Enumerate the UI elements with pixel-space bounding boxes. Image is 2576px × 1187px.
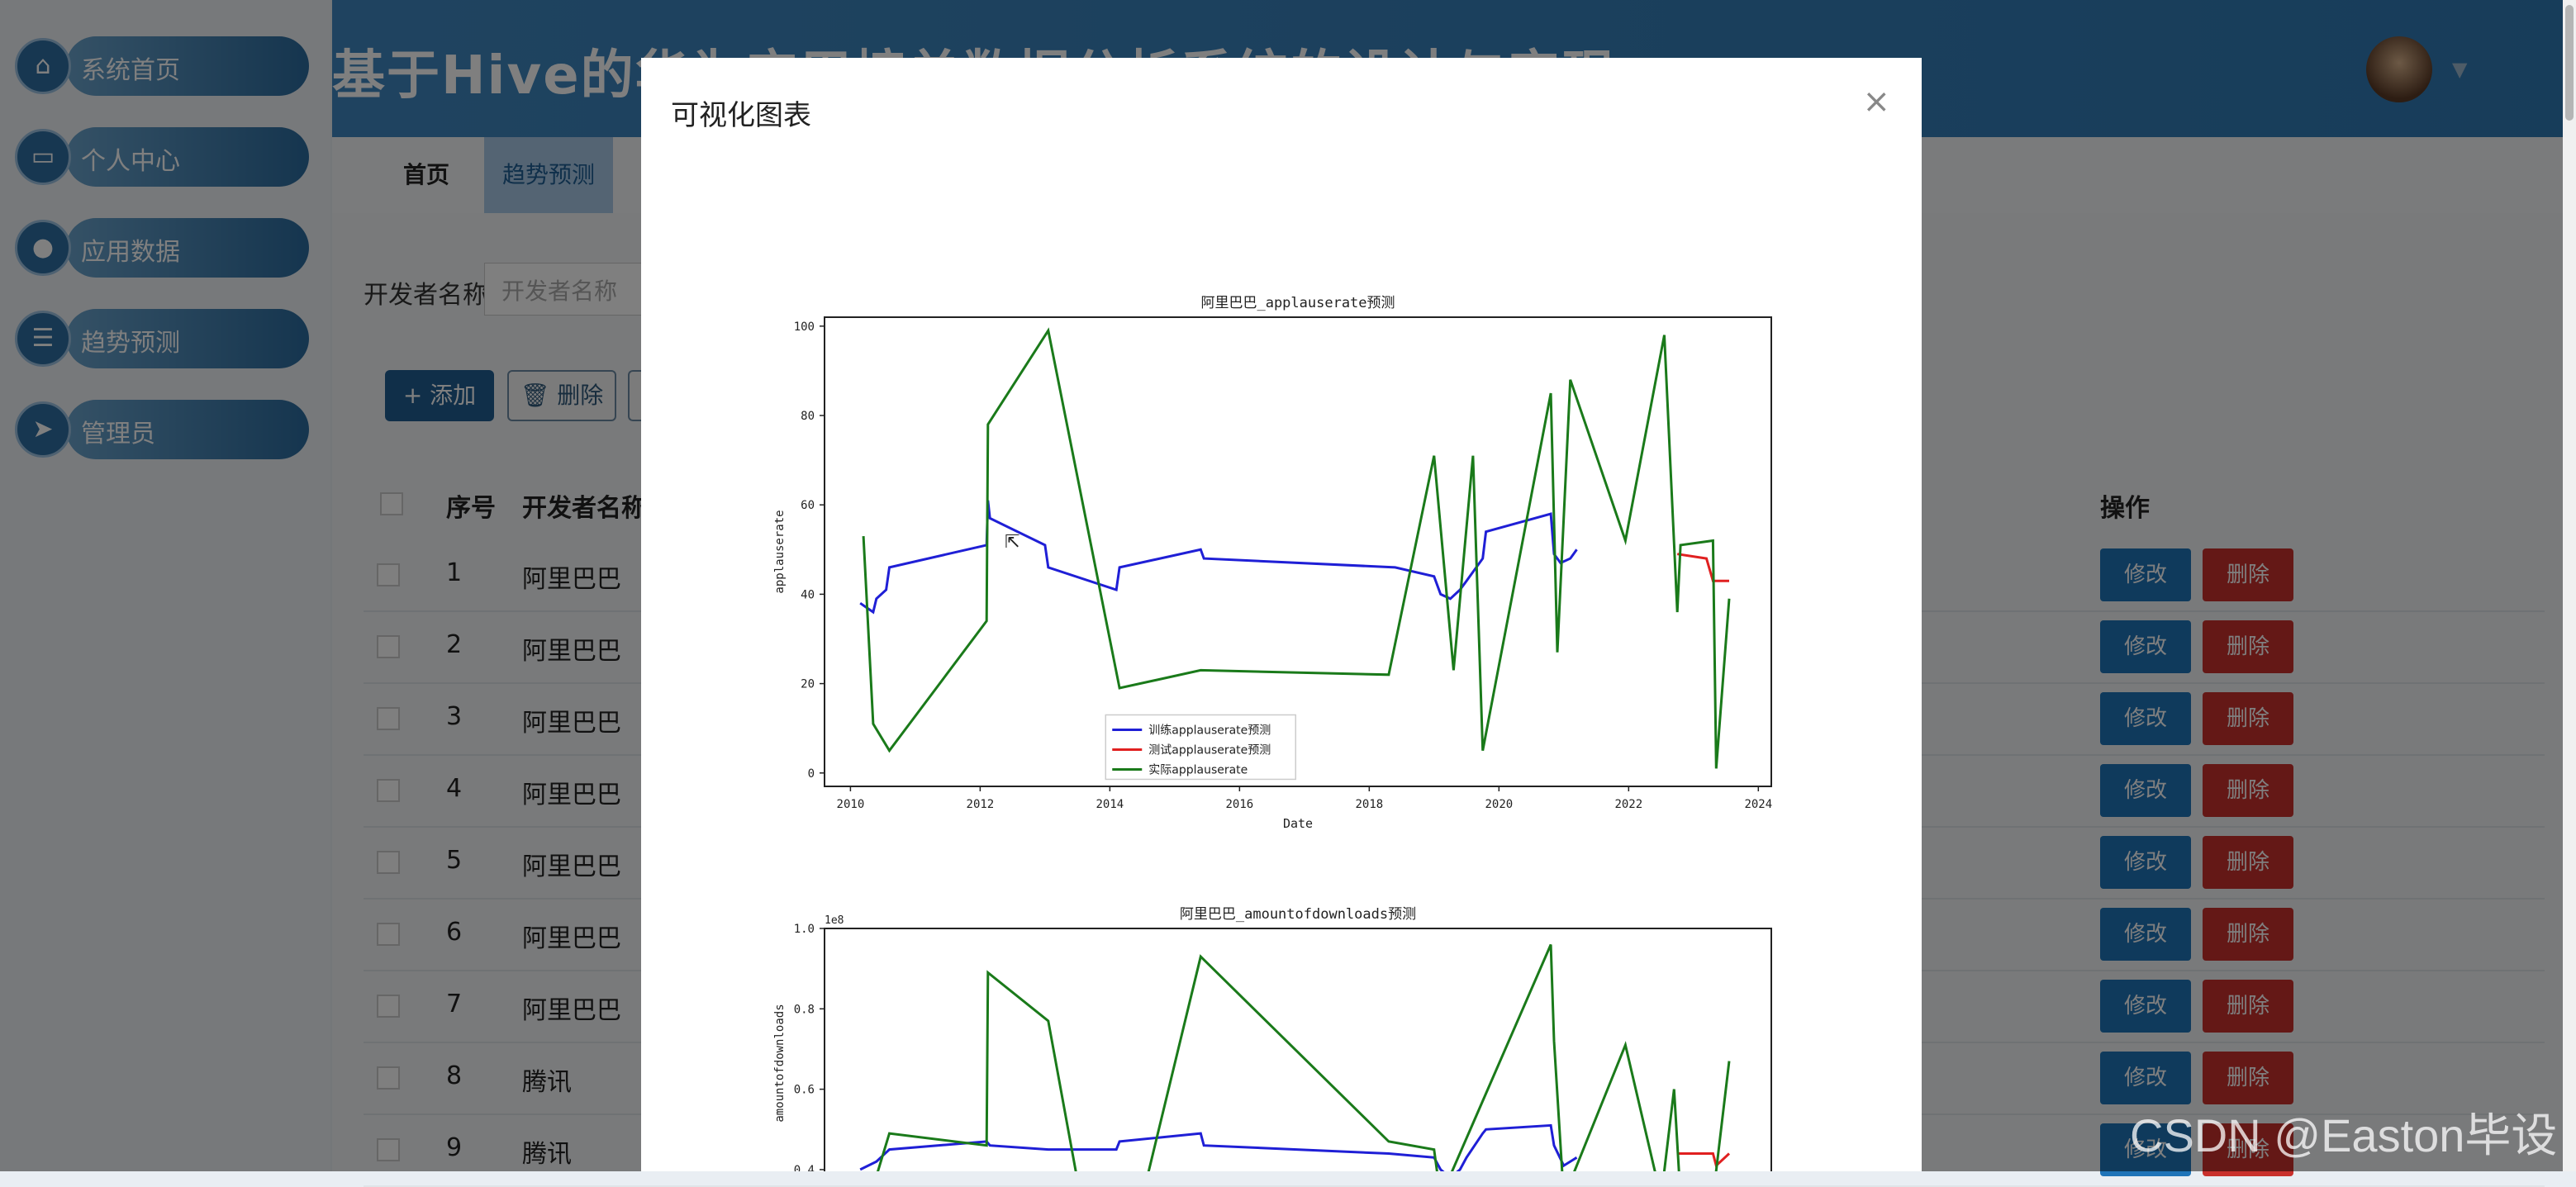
y-tick-label: 1.0 — [794, 923, 815, 936]
modal-title: 可视化图表 — [671, 99, 811, 132]
legend-label: 实际applauserate — [1148, 763, 1248, 776]
series-line-actual — [877, 943, 1731, 1171]
chart-modal: 可视化图表 × 阿里巴巴_applauserate预测 0 20 40 60 80 100 2… — [641, 58, 1922, 1171]
y-tick-label: 0.8 — [794, 1003, 815, 1016]
legend-label: 训练applauserate预测 — [1148, 724, 1271, 737]
series-line-test — [1677, 1152, 1731, 1168]
page-scrollbar[interactable] — [2563, 0, 2576, 1171]
watermark: CSDN @Easton毕设 — [2130, 1109, 2558, 1161]
series-line-train — [859, 500, 1578, 615]
plot-frame — [824, 316, 1772, 787]
x-tick-label: 2010 — [837, 798, 865, 811]
x-tick-label: 2022 — [1614, 798, 1642, 811]
y-tick-label: 80 — [801, 410, 815, 423]
y-scale-note: 1e8 — [825, 914, 844, 927]
x-tick-label: 2016 — [1225, 798, 1253, 811]
y-tick-label: 0 — [808, 767, 815, 781]
x-axis-label: Date — [1283, 816, 1313, 831]
y-axis-label: applauserate — [773, 510, 787, 593]
y-axis-label: amountofdownloads — [773, 1004, 787, 1122]
mouse-cursor: ⇱ — [1005, 532, 1020, 553]
y-tick-label: 20 — [801, 678, 815, 691]
chart-title: 阿里巴巴_applauserate预测 — [1200, 295, 1395, 311]
y-tick-label: 100 — [794, 320, 815, 334]
applauserate-chart: 阿里巴巴_applauserate预测 0 20 40 60 80 100 2010 2012 2… — [773, 295, 1772, 831]
y-tick-label: 40 — [801, 588, 815, 601]
x-tick-label: 2024 — [1744, 798, 1772, 811]
x-tick-label: 2020 — [1485, 798, 1513, 811]
legend-label: 测试applauserate预测 — [1148, 743, 1271, 757]
x-tick-label: 2014 — [1096, 798, 1124, 811]
y-tick-label: 0.6 — [794, 1084, 815, 1097]
series-line-test — [1676, 553, 1729, 582]
series-line-actual — [862, 327, 1731, 769]
x-tick-label: 2018 — [1355, 798, 1383, 811]
scrollbar-thumb[interactable] — [2565, 5, 2574, 121]
y-tick-label: 0.4 — [794, 1164, 815, 1171]
x-tick-label: 2012 — [967, 798, 995, 811]
downloads-chart: 阿里巴巴_amountofdownloads预测 0.4 0.6 0.8 1.0 amou… — [773, 906, 1772, 1171]
chart-title: 阿里巴巴_amountofdownloads预测 — [1180, 906, 1416, 923]
close-icon[interactable]: × — [1862, 83, 1890, 121]
y-tick-label: 60 — [801, 499, 815, 512]
series-line-train — [859, 1123, 1578, 1171]
plot-frame — [824, 928, 1772, 1171]
